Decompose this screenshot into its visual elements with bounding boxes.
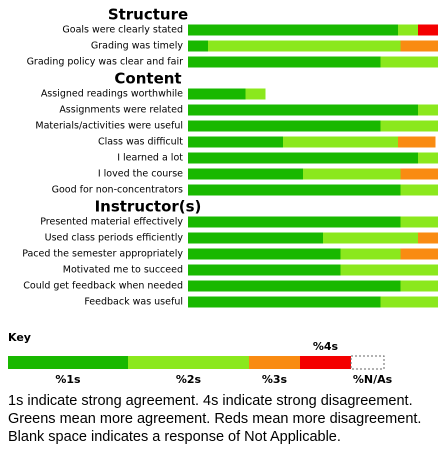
row-label: Good for non-concentrators xyxy=(52,185,183,196)
bar-segment xyxy=(188,56,381,68)
section-title: Instructor(s) xyxy=(95,198,202,216)
bar-segment xyxy=(380,56,438,68)
row-label: Materials/activities were useful xyxy=(35,121,183,132)
row-label: Feedback was useful xyxy=(84,297,183,308)
bar-segment xyxy=(400,248,438,260)
bar-segment xyxy=(400,168,438,180)
row-label: Goals were clearly stated xyxy=(62,25,183,36)
bar-segment xyxy=(418,232,438,244)
bar-segment xyxy=(400,216,438,228)
bar-segment xyxy=(418,152,438,164)
bar-segment xyxy=(303,168,401,180)
row-label: Presented material effectively xyxy=(40,217,183,228)
row-label: Used class periods efficiently xyxy=(45,233,184,244)
bar-segment xyxy=(188,88,246,100)
bar-segment xyxy=(188,40,208,52)
key-label: %2s xyxy=(176,373,202,386)
key-swatch xyxy=(8,356,128,369)
bar-segment xyxy=(188,152,418,164)
key-swatch xyxy=(128,356,249,369)
bar-segment xyxy=(188,120,381,132)
bar-segment xyxy=(340,248,401,260)
bar-segment xyxy=(398,136,436,148)
bar-segment xyxy=(188,264,341,276)
bar-segment xyxy=(418,24,438,36)
bar-segment xyxy=(188,184,401,196)
bar-segment xyxy=(400,280,438,292)
bar-segment xyxy=(380,120,438,132)
bar-segment xyxy=(245,88,266,100)
bar-segment xyxy=(188,168,303,180)
row-label: Grading was timely xyxy=(91,41,183,52)
bar-segment xyxy=(208,40,401,52)
bar-segment xyxy=(340,264,438,276)
bar-segment xyxy=(188,24,398,36)
key-label: %N/As xyxy=(353,373,393,386)
bar-segment xyxy=(188,232,323,244)
key-label: %1s xyxy=(55,373,81,386)
caption: 1s indicate strong agreement. 4s indicat… xyxy=(8,393,422,445)
bar-segment xyxy=(283,136,398,148)
bar-segment xyxy=(323,232,418,244)
bar-segment xyxy=(400,40,438,52)
bar-segment xyxy=(188,104,418,116)
key-label: %4s xyxy=(313,340,339,353)
bar-segment xyxy=(188,280,401,292)
row-label: Motivated me to succeed xyxy=(63,265,183,276)
bar-segment xyxy=(398,24,418,36)
key-swatch xyxy=(249,356,300,369)
row-label: Grading policy was clear and fair xyxy=(27,57,184,68)
bar-segment xyxy=(400,184,438,196)
row-label: Assignments were related xyxy=(59,105,183,116)
row-label: Could get feedback when needed xyxy=(23,281,183,292)
bar-segment xyxy=(418,104,438,116)
bar-segment xyxy=(188,216,401,228)
row-label: Assigned readings worthwhile xyxy=(41,89,183,100)
section-title: Structure xyxy=(108,6,188,24)
key-title: Key xyxy=(8,331,31,344)
bar-segment xyxy=(188,136,283,148)
bar-segment xyxy=(380,296,438,308)
bar-segment xyxy=(188,248,341,260)
key-swatch xyxy=(300,356,351,369)
key-swatch xyxy=(350,355,385,370)
key-label: %3s xyxy=(262,373,288,386)
bar-segment xyxy=(188,296,381,308)
section-title: Content xyxy=(114,70,181,88)
row-label: I learned a lot xyxy=(117,153,183,164)
row-label: Class was difficult xyxy=(98,137,183,148)
row-label: I loved the course xyxy=(98,169,183,180)
row-label: Paced the semester appropriately xyxy=(22,249,183,260)
